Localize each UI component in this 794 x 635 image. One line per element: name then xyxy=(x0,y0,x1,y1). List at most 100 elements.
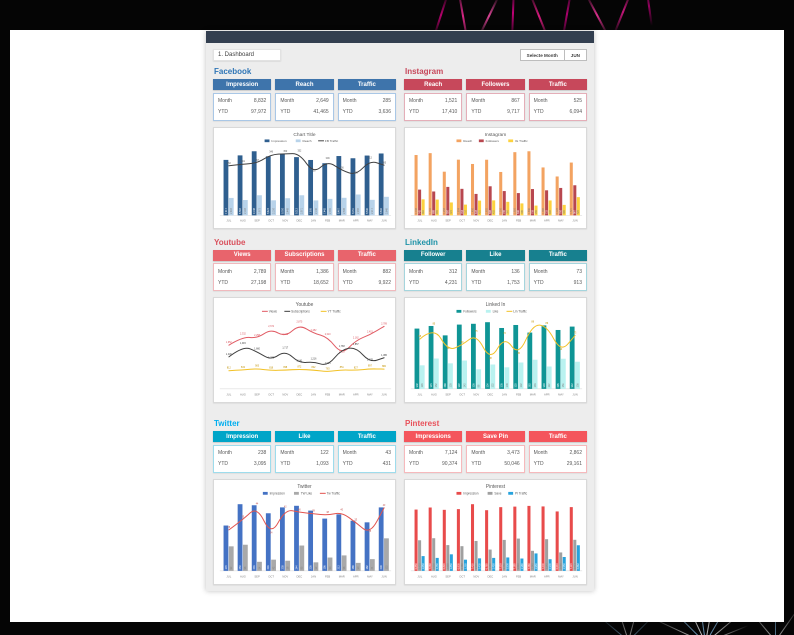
svg-text:24: 24 xyxy=(270,531,273,534)
ytd-value: 27,198 xyxy=(251,279,267,286)
svg-text:Like: Like xyxy=(493,309,499,313)
svg-text:1,014: 1,014 xyxy=(325,362,331,365)
ytd-value: 29,161 xyxy=(566,461,582,467)
svg-text:95: 95 xyxy=(301,565,304,568)
svg-text:32: 32 xyxy=(315,565,318,568)
svg-text:838: 838 xyxy=(283,366,288,369)
svg-text:SEP: SEP xyxy=(254,218,260,222)
svg-text:APR: APR xyxy=(544,392,550,396)
svg-text:OCT: OCT xyxy=(459,392,465,396)
facebook-chart: Chart Title Impression Reach FB Traffic JUL A… xyxy=(213,126,396,229)
instagram-title: Instagram xyxy=(405,67,444,76)
month-label: Month xyxy=(280,268,295,275)
svg-text:132: 132 xyxy=(520,383,523,388)
svg-text:Reach: Reach xyxy=(303,138,312,142)
svg-text:820: 820 xyxy=(448,209,450,214)
kpi-values: Month 2,862 YTD 29,161 xyxy=(528,444,587,473)
svg-text:JUL: JUL xyxy=(417,574,422,578)
svg-text:SEP: SEP xyxy=(254,574,260,578)
svg-text:2,760: 2,760 xyxy=(461,562,464,569)
kpi-header: Views xyxy=(213,249,272,261)
kpi-card: Traffic Month 2,862 YTD 29,161 xyxy=(528,431,587,473)
svg-text:86: 86 xyxy=(546,322,549,325)
youtube-title: Youtube xyxy=(214,237,246,247)
month-value: 2,862 xyxy=(569,450,582,456)
svg-text:YT Traffic: YT Traffic xyxy=(328,309,342,313)
month-value: 238 xyxy=(257,450,267,456)
twitter-chart: Twitter Impression TW Like Tw Traffic JUL AUG… xyxy=(213,478,396,585)
month-label: Month xyxy=(280,98,295,104)
svg-text:118: 118 xyxy=(421,383,424,388)
svg-text:244: 244 xyxy=(295,564,298,569)
svg-text:182: 182 xyxy=(366,564,369,569)
pinterest-chart-svg: Pinterest Impression Save PI Traffic JUL AUG S… xyxy=(410,484,583,578)
svg-text:226: 226 xyxy=(310,564,313,569)
svg-text:246: 246 xyxy=(253,564,256,569)
selected-month-value[interactable]: JUN xyxy=(563,49,587,61)
svg-text:NOV: NOV xyxy=(473,574,479,578)
facebook-section: Facebook Impression Month 8,832 YTD 97,972 xyxy=(213,67,396,229)
kpi-card: Traffic Month 882 YTD 9,922 xyxy=(337,249,396,291)
kpi-card: Subscriptions Month 1,386 YTD 18,652 xyxy=(275,249,334,291)
svg-text:JUN: JUN xyxy=(572,218,577,222)
svg-text:642: 642 xyxy=(518,209,520,214)
svg-text:APR: APR xyxy=(544,574,550,578)
ytd-label: YTD xyxy=(280,461,291,467)
svg-text:425: 425 xyxy=(479,209,481,214)
kpi-card: Traffic Month 525 YTD 6,094 xyxy=(528,79,587,121)
svg-text:238: 238 xyxy=(281,564,284,569)
svg-text:1,768: 1,768 xyxy=(339,345,345,348)
month-label: Month xyxy=(533,268,548,275)
svg-text:JAN: JAN xyxy=(502,218,507,222)
svg-text:295: 295 xyxy=(557,383,560,388)
ytd-label: YTD xyxy=(280,279,291,286)
svg-text:2,136: 2,136 xyxy=(316,207,318,214)
kpi-header: Follower xyxy=(404,249,463,261)
svg-text:Linked In: Linked In xyxy=(486,302,506,308)
kpi-values: Month 882 YTD 9,922 xyxy=(337,263,396,291)
kpi-header: Save Pin xyxy=(466,431,525,442)
svg-text:318: 318 xyxy=(543,383,546,388)
svg-text:2,258: 2,258 xyxy=(254,334,260,337)
svg-text:6,850: 6,850 xyxy=(415,562,418,569)
svg-text:122: 122 xyxy=(385,564,388,569)
month-label: Month xyxy=(218,98,232,104)
svg-text:OCT: OCT xyxy=(268,218,274,222)
twitter-kpis: Impression Month 238 YTD 3,095 Like Month 1… xyxy=(213,431,396,473)
svg-text:88: 88 xyxy=(531,320,534,323)
select-month-button[interactable]: Selecte Month xyxy=(519,49,565,61)
svg-text:1,178: 1,178 xyxy=(367,358,373,361)
svg-text:7,180: 7,180 xyxy=(514,562,517,569)
svg-text:1,258: 1,258 xyxy=(444,207,446,214)
svg-text:7,260: 7,260 xyxy=(528,562,531,569)
svg-text:2,862: 2,862 xyxy=(577,562,580,569)
svg-text:IG Traffic: IG Traffic xyxy=(515,138,528,142)
svg-text:SEP: SEP xyxy=(445,392,451,396)
month-value: 525 xyxy=(573,98,582,104)
svg-text:MAY: MAY xyxy=(558,574,564,578)
kpi-values: Month 285 YTD 3,636 xyxy=(337,92,396,121)
ytd-value: 9,717 xyxy=(507,109,520,115)
svg-text:98: 98 xyxy=(478,384,481,387)
svg-text:OCT: OCT xyxy=(268,574,274,578)
dashboard-content: Facebook Impression Month 8,832 YTD 97,972 xyxy=(206,64,594,585)
svg-text:1,386: 1,386 xyxy=(381,354,387,357)
dashboard-sheet: 1. Dashboard Selecte Month JUN Facebook … xyxy=(206,31,594,591)
svg-text:827: 827 xyxy=(354,366,359,369)
kpi-values: Month 2,649 YTD 41,465 xyxy=(275,92,334,121)
kpi-header: Impressions xyxy=(404,431,463,442)
kpi-card: Impression Month 238 YTD 3,095 xyxy=(213,431,272,473)
ytd-label: YTD xyxy=(471,109,482,115)
svg-text:Tw Traffic: Tw Traffic xyxy=(327,491,341,495)
svg-text:843: 843 xyxy=(241,366,246,369)
svg-text:3,650: 3,650 xyxy=(433,562,436,569)
kpi-values: Month 8,832 YTD 97,972 xyxy=(213,92,272,121)
ytd-value: 3,636 xyxy=(378,109,391,115)
svg-text:44: 44 xyxy=(256,502,259,505)
svg-text:322: 322 xyxy=(458,383,461,388)
ytd-value: 50,046 xyxy=(504,461,520,467)
svg-text:AUG: AUG xyxy=(240,392,246,396)
svg-text:45: 45 xyxy=(517,352,520,355)
svg-text:OCT: OCT xyxy=(459,574,465,578)
sheet-name-field[interactable]: 1. Dashboard xyxy=(213,49,281,61)
